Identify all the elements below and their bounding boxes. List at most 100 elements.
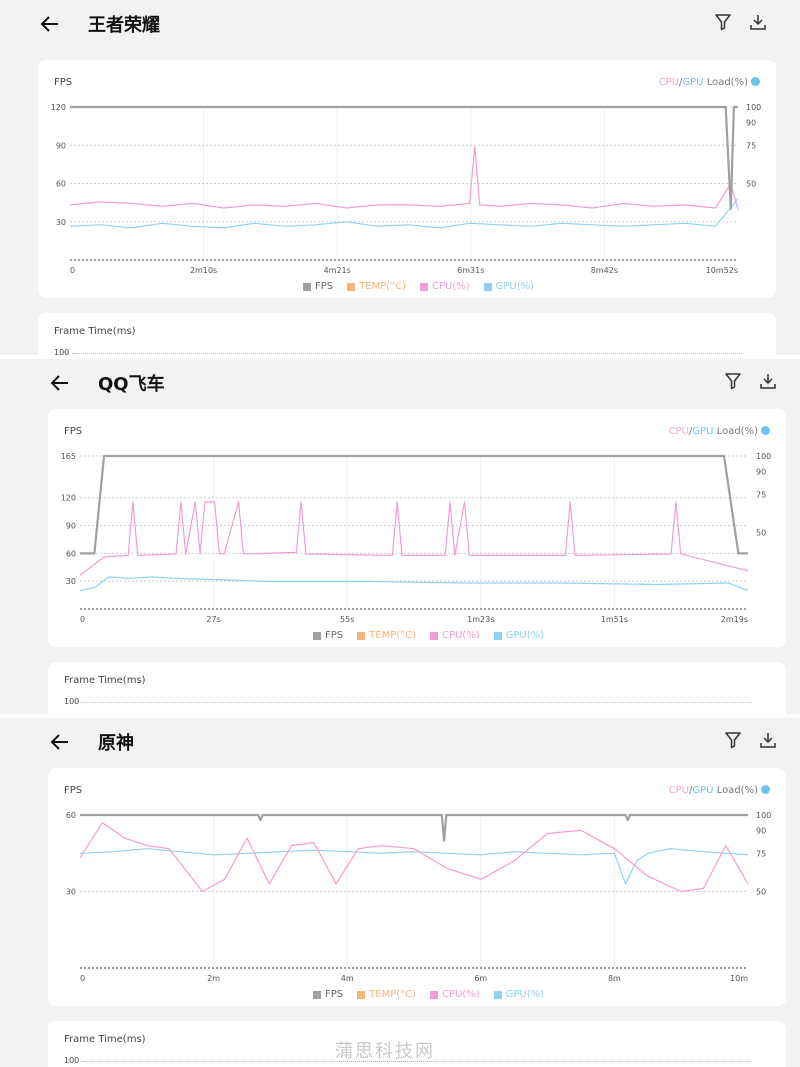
- x-tick-label: 2m: [207, 974, 220, 983]
- legend-temp[interactable]: TEMP(°C): [357, 630, 416, 641]
- divider: [0, 714, 800, 718]
- page-title: 王者荣耀: [88, 15, 160, 36]
- back-arrow-icon[interactable]: [48, 371, 72, 395]
- refresh-icon[interactable]: [761, 785, 770, 794]
- y-left-tick-label: 120: [61, 494, 76, 503]
- legend-fps[interactable]: FPS: [313, 630, 343, 641]
- x-tick-label: 0: [70, 266, 75, 275]
- fps-chart-card: FPS CPU/GPU Load(%) 0 2m 4m 6m 8m 10m 30 60 50 75…: [48, 768, 786, 1006]
- y-right-tick-label: 90: [756, 826, 766, 835]
- filter-icon[interactable]: [723, 371, 743, 391]
- back-arrow-icon[interactable]: [48, 730, 72, 754]
- frametime-card: Frame Time(ms) 100: [48, 1021, 786, 1067]
- sep-text: /: [689, 426, 693, 437]
- frametime-tick: 100: [64, 697, 80, 706]
- y-right-tick-label: 90: [756, 467, 766, 476]
- y-left-tick-label: 90: [66, 522, 76, 531]
- frametime-label: Frame Time(ms): [64, 675, 146, 686]
- legend-cpu[interactable]: CPU(%): [430, 989, 480, 1000]
- x-tick-label: 8m42s: [591, 266, 618, 275]
- y-left-tick-label: 60: [66, 811, 76, 820]
- frametime-tick: 100: [54, 348, 70, 355]
- legend: FPS TEMP(°C) CPU(%) GPU(%): [313, 630, 544, 641]
- x-tick-label: 27s: [206, 615, 220, 624]
- load-text: Load(%): [713, 426, 758, 437]
- legend: FPS TEMP(°C) CPU(%) GPU(%): [303, 281, 534, 292]
- x-tick-label: 1m23s: [467, 615, 494, 624]
- x-tick-label: 1m51s: [601, 615, 628, 624]
- y-left-tick-label: 120: [51, 103, 66, 112]
- cpu-label-text: CPU: [668, 785, 690, 796]
- fps-chart: 0 2m10s 4m21s 6m31s 8m42s 10m52s 30 60 90 120 50 75…: [51, 103, 762, 275]
- frametime-card: Frame Time(ms) 100: [38, 313, 776, 355]
- legend-gpu[interactable]: GPU(%): [483, 281, 534, 292]
- page-title: 原神: [98, 733, 134, 754]
- y-left-tick-label: 60: [56, 180, 66, 189]
- legend-cpu[interactable]: CPU(%): [420, 281, 470, 292]
- x-tick-label: 2m10s: [190, 266, 217, 275]
- series-fps-line: [80, 454, 748, 555]
- gpu-label-text: GPU: [692, 426, 714, 437]
- legend-temp[interactable]: TEMP(°C): [347, 281, 406, 292]
- download-icon[interactable]: [758, 371, 778, 391]
- x-tick-label: 6m31s: [457, 266, 484, 275]
- divider: [0, 355, 800, 359]
- refresh-icon[interactable]: [761, 426, 770, 435]
- page-title: QQ飞车: [98, 374, 165, 395]
- fps-chart-card: FPS CPU/GPU Load(%) 0 27s 55s 1m23s 1m51s 2m1…: [48, 409, 786, 647]
- legend: FPS TEMP(°C) CPU(%) GPU(%): [313, 989, 544, 1000]
- panel-3: 原神 FPS CPU/GPU Load(%) 0 2m 4m 6m 8m 10m 30 60 5…: [0, 718, 800, 1067]
- fps-axis-label: FPS: [64, 785, 83, 796]
- fps-chart-card: FPS CPU/GPU Load(%) 0 2m10s 4m21s 6m31s 8m42…: [38, 60, 776, 298]
- y-left-tick-label: 90: [56, 141, 66, 150]
- frametime-card: Frame Time(ms) 100: [48, 662, 786, 714]
- top-bar: QQ飞车: [0, 359, 800, 409]
- x-tick-label: 2m19s: [721, 615, 748, 624]
- series-cpu-line: [79, 822, 749, 893]
- series-gpu-line: [69, 198, 739, 229]
- y-right-tick-label: 100: [756, 452, 771, 461]
- sep-text: /: [689, 785, 693, 796]
- x-tick-label: 0: [80, 615, 85, 624]
- download-icon[interactable]: [758, 730, 778, 750]
- filter-icon[interactable]: [713, 12, 733, 32]
- y-right-tick-label: 75: [746, 141, 756, 150]
- x-tick-label: 4m: [341, 974, 354, 983]
- y-right-tick-label: 50: [756, 888, 766, 897]
- series-cpu-line: [79, 501, 749, 576]
- back-arrow-icon[interactable]: [38, 12, 62, 36]
- legend-gpu[interactable]: GPU(%): [493, 989, 544, 1000]
- download-icon[interactable]: [748, 12, 768, 32]
- y-left-tick-label: 30: [56, 218, 66, 227]
- legend-temp[interactable]: TEMP(°C): [357, 989, 416, 1000]
- series-gpu-line: [79, 848, 749, 885]
- legend-cpu[interactable]: CPU(%): [430, 630, 480, 641]
- filter-icon[interactable]: [723, 730, 743, 750]
- series-cpu-line: [69, 146, 739, 210]
- y-left-tick-label: 165: [61, 452, 76, 461]
- gpu-label-text: GPU: [692, 785, 714, 796]
- x-tick-label: 6m: [474, 974, 487, 983]
- top-bar: 王者荣耀: [0, 0, 800, 50]
- fps-axis-label: FPS: [64, 426, 83, 437]
- watermark: 蒲思科技网: [335, 1041, 435, 1062]
- x-tick-label: 10m52s: [706, 266, 738, 275]
- legend-fps[interactable]: FPS: [313, 989, 343, 1000]
- frametime-gridline: [82, 1061, 752, 1062]
- legend-gpu[interactable]: GPU(%): [493, 630, 544, 641]
- sep-text: /: [679, 77, 683, 88]
- y-right-tick-label: 75: [756, 849, 766, 858]
- y-left-tick-label: 60: [66, 549, 76, 558]
- fps-chart: 0 2m 4m 6m 8m 10m 30 60 50 75 90 100: [66, 811, 771, 983]
- y-right-tick-label: 90: [746, 118, 756, 127]
- y-right-tick-label: 50: [746, 180, 756, 189]
- y-right-tick-label: 100: [756, 811, 771, 820]
- refresh-icon[interactable]: [751, 77, 760, 86]
- load-axis-label: CPU/GPU Load(%): [659, 77, 760, 88]
- frametime-gridline: [72, 353, 742, 354]
- legend-fps[interactable]: FPS: [303, 281, 333, 292]
- frametime-label: Frame Time(ms): [54, 326, 136, 337]
- x-tick-label: 0: [80, 974, 85, 983]
- series-gpu-line: [79, 576, 749, 592]
- load-axis-label: CPU/GPU Load(%): [669, 785, 770, 796]
